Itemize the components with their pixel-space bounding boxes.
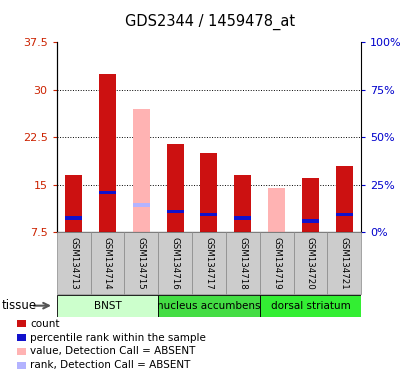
Bar xyxy=(200,213,218,217)
Bar xyxy=(302,179,319,232)
Bar xyxy=(336,213,353,217)
Bar xyxy=(65,216,82,220)
Text: percentile rank within the sample: percentile rank within the sample xyxy=(30,333,206,343)
Bar xyxy=(99,191,116,194)
Text: GSM134720: GSM134720 xyxy=(306,237,315,290)
Bar xyxy=(192,232,226,294)
Text: GSM134715: GSM134715 xyxy=(137,237,146,290)
Text: GSM134717: GSM134717 xyxy=(205,237,213,290)
Bar xyxy=(91,232,124,294)
Bar xyxy=(133,109,150,232)
Bar xyxy=(65,175,82,232)
Bar xyxy=(133,204,150,207)
Bar xyxy=(268,188,285,232)
Bar xyxy=(260,232,294,294)
Text: GSM134716: GSM134716 xyxy=(171,237,180,290)
Text: dorsal striatum: dorsal striatum xyxy=(270,301,350,311)
Bar xyxy=(302,219,319,223)
Text: nucleus accumbens: nucleus accumbens xyxy=(157,301,261,311)
Text: count: count xyxy=(30,319,60,329)
Bar xyxy=(57,232,91,294)
Bar xyxy=(234,216,251,220)
Text: GSM134714: GSM134714 xyxy=(103,237,112,290)
Text: GSM134713: GSM134713 xyxy=(69,237,78,290)
Bar xyxy=(57,295,158,317)
Text: GSM134719: GSM134719 xyxy=(272,237,281,290)
Bar xyxy=(124,232,158,294)
Text: BNST: BNST xyxy=(94,301,121,311)
Bar xyxy=(260,295,361,317)
Bar xyxy=(234,175,251,232)
Bar xyxy=(200,153,218,232)
Bar xyxy=(158,232,192,294)
Text: tissue: tissue xyxy=(2,299,37,312)
Bar xyxy=(327,232,361,294)
Bar xyxy=(167,210,184,214)
Bar xyxy=(99,74,116,232)
Text: GSM134718: GSM134718 xyxy=(238,237,247,290)
Text: GSM134721: GSM134721 xyxy=(340,237,349,290)
Bar xyxy=(226,232,260,294)
Text: value, Detection Call = ABSENT: value, Detection Call = ABSENT xyxy=(30,346,196,356)
Bar xyxy=(158,295,260,317)
Bar xyxy=(167,144,184,232)
Bar xyxy=(294,232,327,294)
Text: GDS2344 / 1459478_at: GDS2344 / 1459478_at xyxy=(125,13,295,30)
Text: rank, Detection Call = ABSENT: rank, Detection Call = ABSENT xyxy=(30,360,191,370)
Bar xyxy=(336,166,353,232)
